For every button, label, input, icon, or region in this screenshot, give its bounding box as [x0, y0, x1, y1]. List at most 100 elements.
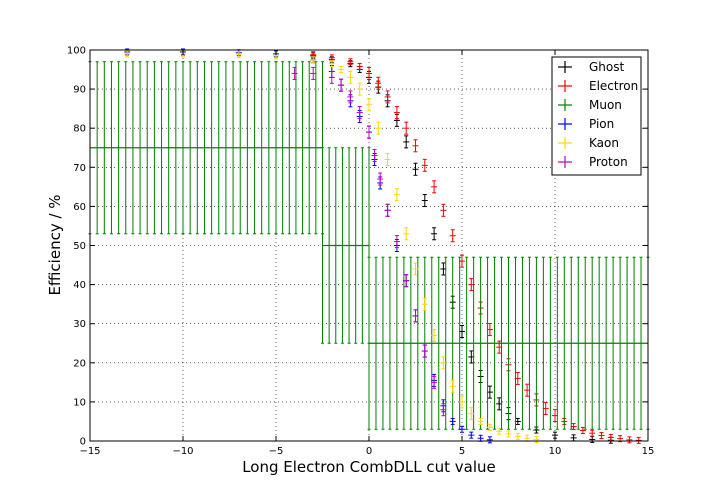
axis-ticks: −15 −10 −5 0 5 10 15 0 10 20 30 40 50 60 70 80 90 100 [67, 46, 654, 458]
legend-item-ghost: Ghost [558, 60, 624, 74]
data-point [375, 121, 382, 135]
data-point [440, 203, 447, 217]
data-point [321, 147, 371, 344]
data-point [449, 417, 456, 425]
legend-item-electron: Electron [558, 79, 638, 93]
data-point [421, 194, 428, 208]
data-point [617, 435, 624, 443]
data-point [449, 229, 456, 243]
legend-box [551, 56, 642, 176]
legend-item-proton: Proton [558, 155, 628, 169]
y-tick-label: 90 [73, 85, 86, 96]
y-tick-label: 10 [73, 397, 86, 408]
legend-item-pion: Pion [558, 117, 614, 131]
data-point [468, 431, 475, 439]
data-point [393, 188, 400, 202]
data-point [579, 426, 586, 434]
data-point [421, 344, 428, 358]
data-point [440, 356, 447, 370]
data-point [366, 66, 372, 80]
x-tick-label: −5 [269, 446, 284, 457]
data-point [347, 70, 354, 84]
x-tick-label: 10 [549, 446, 562, 457]
series-muon [88, 61, 650, 430]
x-tick-label: −15 [79, 446, 100, 457]
data-point [235, 51, 242, 59]
x-tick-label: 5 [459, 446, 465, 457]
x-tick-label: 15 [642, 446, 655, 457]
legend-label: Electron [589, 79, 638, 93]
legend-item-kaon: Kaon [558, 136, 619, 150]
legend-label: Muon [589, 98, 622, 112]
data-point [431, 375, 438, 389]
x-tick-label: −10 [172, 446, 193, 457]
y-tick-label: 70 [73, 163, 86, 174]
data-point [393, 235, 400, 249]
y-tick-label: 50 [73, 241, 86, 252]
data-point [635, 436, 642, 444]
data-point [459, 395, 465, 409]
data-point [403, 121, 410, 135]
y-tick-label: 0 [80, 437, 86, 448]
data-point [412, 309, 419, 323]
y-tick-label: 40 [73, 280, 86, 291]
data-point [514, 371, 521, 385]
data-point [366, 98, 372, 112]
data-point [607, 433, 614, 441]
data-point [338, 66, 345, 74]
data-point [347, 58, 354, 66]
data-point [310, 66, 317, 80]
data-point [459, 425, 465, 433]
data-point [431, 180, 438, 194]
data-point [421, 297, 428, 311]
y-axis-label: Efficiency / % [46, 194, 64, 295]
legend-label: Proton [589, 155, 628, 169]
data-point [524, 383, 531, 397]
data-point [431, 328, 438, 342]
data-point [626, 436, 633, 444]
data-point [356, 82, 363, 96]
y-tick-label: 20 [73, 358, 86, 369]
data-point [377, 172, 384, 186]
data-point [124, 50, 131, 58]
data-point [356, 106, 363, 120]
legend-label: Kaon [589, 136, 619, 150]
x-tick-label: 0 [366, 446, 372, 457]
data-point [449, 379, 456, 393]
data-point [496, 427, 503, 435]
series-electron [310, 51, 642, 444]
data-point [403, 227, 410, 241]
data-point [468, 407, 475, 421]
data-point [514, 432, 521, 440]
series-layer [88, 48, 650, 444]
x-axis-label: Long Electron CombDLL cut value [242, 458, 496, 476]
y-tick-label: 60 [73, 202, 86, 213]
data-point [338, 78, 345, 92]
data-point [412, 162, 419, 176]
legend: Ghost Electron Muon Pion Kaon Proton [551, 56, 642, 176]
data-point [403, 135, 410, 149]
data-point [356, 62, 363, 70]
data-point [486, 423, 493, 431]
y-tick-label: 100 [67, 46, 86, 57]
data-point [505, 430, 512, 438]
data-point [328, 70, 335, 84]
data-point [598, 432, 605, 440]
legend-item-muon: Muon [558, 98, 622, 112]
data-point [291, 66, 298, 80]
legend-label: Pion [589, 117, 614, 131]
data-point [589, 429, 596, 437]
data-point [486, 436, 493, 444]
series-proton [291, 66, 447, 417]
y-tick-label: 30 [73, 319, 86, 330]
data-point [310, 56, 317, 64]
legend-label: Ghost [589, 60, 624, 74]
data-point [440, 262, 447, 276]
series-kaon [124, 50, 540, 443]
data-point [384, 152, 391, 166]
data-point [412, 262, 419, 276]
data-point [412, 139, 419, 153]
data-point [440, 403, 447, 417]
data-point [328, 60, 335, 68]
